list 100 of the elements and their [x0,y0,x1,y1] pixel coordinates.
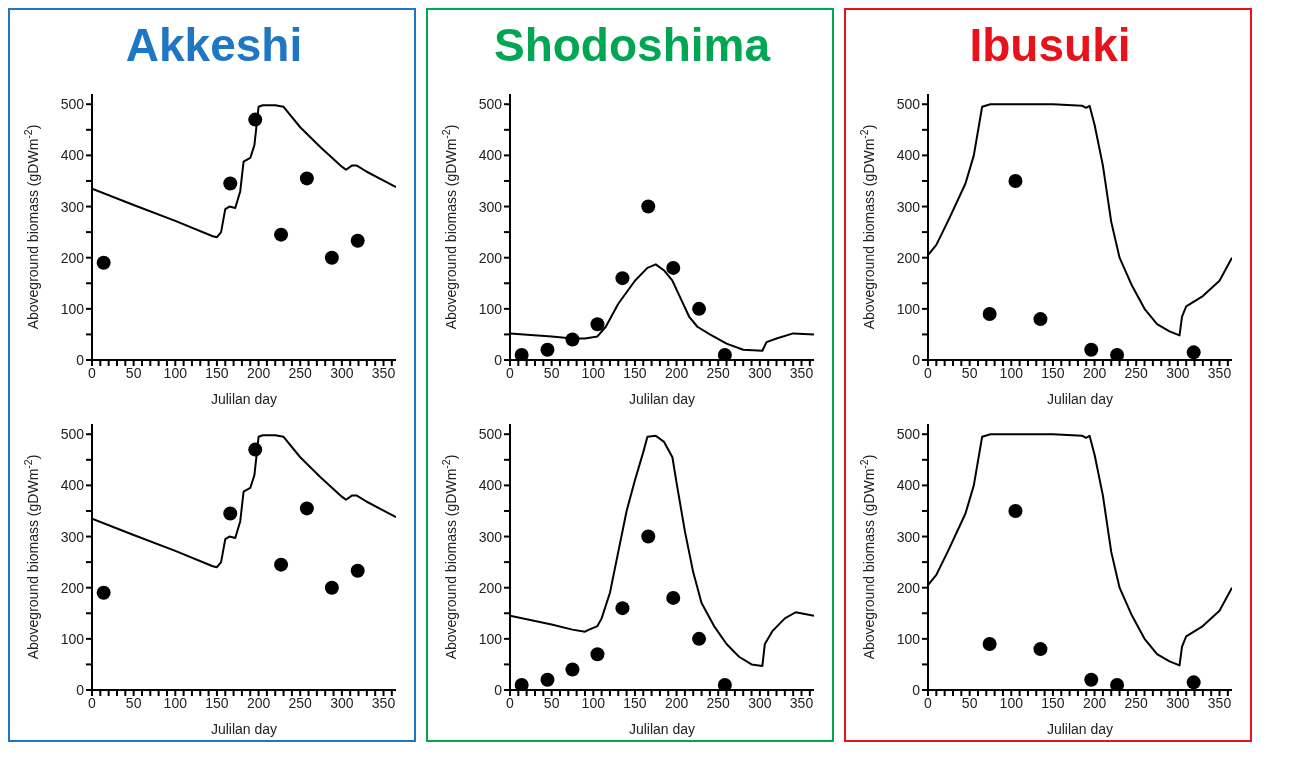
point [717,677,732,690]
point [1186,345,1201,360]
y-tick-label: 400 [896,147,921,164]
point [248,442,263,457]
y-tick-label: 100 [60,300,85,317]
x-tick-label: 250 [706,694,731,711]
x-axis-title: Julilan day [210,391,278,407]
y-tick-label: 100 [60,630,85,647]
x-tick-label: 200 [664,364,689,381]
x-tick-label: 350 [371,694,396,711]
x-tick-label: 50 [961,694,978,711]
x-tick-label: 150 [205,364,229,381]
x-tick-label: 250 [1124,694,1149,711]
y-tick-label: 300 [896,528,921,545]
point [96,255,111,270]
x-tick-label: 350 [1207,694,1232,711]
point [615,271,630,286]
y-tick-label: 200 [478,579,503,596]
point [248,112,263,127]
x-tick-label: 350 [789,694,814,711]
point [1008,503,1023,518]
x-tick-label: 300 [330,694,354,711]
y-tick-label: 500 [896,96,921,113]
y-tick-label: 200 [896,249,921,266]
x-tick-label: 150 [623,694,647,711]
x-tick-label: 150 [1041,694,1065,711]
y-tick-label: 300 [478,528,503,545]
y-tick-label: 400 [60,147,85,164]
x-tick-label: 50 [125,364,142,381]
x-tick-label: 50 [125,694,142,711]
x-axis-title: Julilan day [1046,721,1114,737]
point [223,506,238,521]
point [350,233,365,248]
y-tick-label: 200 [478,249,503,266]
x-tick-label: 100 [581,694,606,711]
point [666,260,681,275]
chart-title: Ibusuki [968,18,1132,73]
y-tick-label: 0 [494,351,503,368]
point [982,306,997,321]
x-tick-label: 0 [924,364,933,381]
point [615,601,630,616]
y-tick-label: 500 [60,96,85,113]
x-axis-title: Julilan day [1046,391,1114,407]
point [982,636,997,651]
x-tick-label: 50 [543,694,560,711]
point [641,529,656,544]
x-tick-label: 0 [88,694,97,711]
y-tick-label: 100 [478,630,503,647]
x-tick-label: 350 [1207,364,1232,381]
point [1008,173,1023,188]
point [324,580,339,595]
y-tick-label: 0 [494,681,503,698]
y-tick-label: 400 [478,147,503,164]
y-tick-label: 0 [76,351,85,368]
x-axis-title: Julilan day [210,721,278,737]
y-tick-label: 400 [60,477,85,494]
point [540,342,555,357]
x-tick-label: 100 [999,694,1024,711]
y-tick-label: 400 [896,477,921,494]
point [590,317,605,332]
point [692,631,707,646]
point [666,590,681,605]
point [717,347,732,360]
x-tick-label: 250 [288,364,313,381]
x-axis-title: Julilan day [628,391,696,407]
x-tick-label: 0 [88,364,97,381]
point [565,332,580,347]
x-tick-label: 50 [543,364,560,381]
point [641,199,656,214]
x-tick-label: 50 [961,364,978,381]
x-tick-label: 100 [581,364,606,381]
x-tick-label: 0 [506,364,515,381]
y-tick-label: 100 [896,300,921,317]
point [223,176,238,191]
x-tick-label: 350 [789,364,814,381]
x-tick-label: 0 [924,694,933,711]
x-tick-label: 150 [623,364,647,381]
y-tick-label: 500 [60,426,85,443]
point [324,250,339,265]
x-tick-label: 100 [163,364,188,381]
x-tick-label: 250 [706,364,731,381]
y-tick-label: 500 [896,426,921,443]
y-tick-label: 300 [60,528,85,545]
point [565,662,580,677]
y-tick-label: 0 [912,351,921,368]
x-tick-label: 200 [246,694,271,711]
x-tick-label: 150 [205,694,229,711]
x-tick-label: 200 [664,694,689,711]
y-tick-label: 100 [478,300,503,317]
y-tick-label: 500 [478,426,503,443]
x-axis-title: Julilan day [628,721,696,737]
y-tick-label: 0 [76,681,85,698]
point [274,227,289,242]
point [1110,347,1125,360]
y-tick-label: 300 [478,198,503,215]
point [540,672,555,687]
x-tick-label: 350 [371,364,396,381]
x-tick-label: 0 [506,694,515,711]
x-tick-label: 250 [288,694,313,711]
point [1084,342,1099,357]
